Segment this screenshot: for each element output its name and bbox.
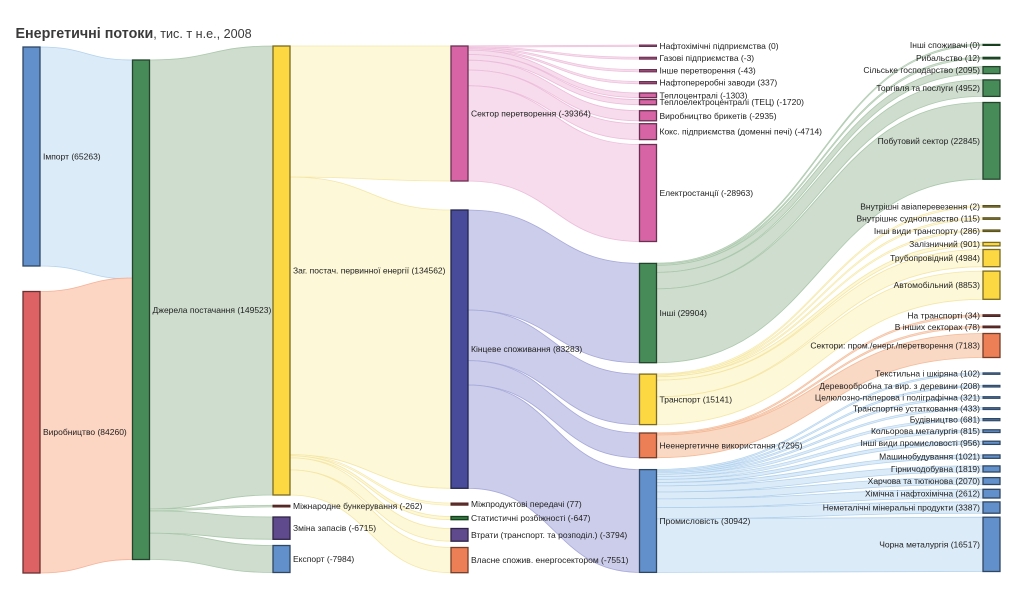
svg-text:Гірничодобувна (1819): Гірничодобувна (1819): [891, 464, 980, 474]
svg-text:Неенергетичне використання (72: Неенергетичне використання (7295): [660, 440, 803, 450]
svg-text:Внутрішні авіаперевезення (2): Внутрішні авіаперевезення (2): [860, 201, 980, 211]
svg-text:Побутовий сектор (22845): Побутовий сектор (22845): [878, 136, 981, 146]
svg-text:Інші споживачі (0): Інші споживачі (0): [910, 40, 980, 50]
svg-text:Газові підприємства (-3): Газові підприємства (-3): [660, 53, 755, 63]
svg-text:Промисловість (30942): Промисловість (30942): [660, 516, 751, 526]
svg-text:На транспорті (34): На транспорті (34): [907, 311, 980, 321]
svg-text:Хімічна і нафтохімічна (2612): Хімічна і нафтохімічна (2612): [865, 489, 980, 499]
svg-text:Виробництво брикетів (-2935): Виробництво брикетів (-2935): [660, 111, 777, 121]
svg-text:В інших секторах (78): В інших секторах (78): [895, 322, 980, 332]
svg-text:Інші види промисловості (956): Інші види промисловості (956): [860, 438, 980, 448]
svg-text:Заг. постач. первинної енергії: Заг. постач. первинної енергії (134562): [293, 266, 446, 276]
svg-text:Імпорт (65263): Імпорт (65263): [43, 152, 101, 162]
svg-text:Машинобудування (1021): Машинобудування (1021): [879, 452, 980, 462]
svg-text:Нафтохімічні підприємства (0): Нафтохімічні підприємства (0): [660, 41, 779, 51]
svg-text:Текстильна і шкіряна (102): Текстильна і шкіряна (102): [875, 369, 980, 379]
svg-text:Електростанції (-28963): Електростанції (-28963): [660, 188, 754, 198]
svg-text:Деревообробна та вир. з дереви: Деревообробна та вир. з деревини (208): [819, 381, 980, 391]
svg-text:Власне спожив. енергосектором: Власне спожив. енергосектором (-7551): [471, 555, 629, 565]
svg-text:Експорт (-7984): Експорт (-7984): [293, 554, 354, 564]
svg-text:Міжпродуктові передачі (77): Міжпродуктові передачі (77): [471, 499, 582, 509]
svg-text:Кольорова металургія (815): Кольорова металургія (815): [871, 426, 980, 436]
svg-text:Статистичні розбіжності (-647): Статистичні розбіжності (-647): [471, 513, 591, 523]
svg-text:Міжнародне бункерування (-262): Міжнародне бункерування (-262): [293, 501, 422, 511]
svg-text:Джерела постачання (149523): Джерела постачання (149523): [153, 305, 272, 315]
svg-text:Рибальство (12): Рибальство (12): [916, 53, 980, 63]
svg-text:Кінцеве споживання (83283): Кінцеве споживання (83283): [471, 344, 582, 354]
svg-text:Сільське господарство (2095): Сільське господарство (2095): [863, 65, 980, 75]
svg-text:Транспортне устатковання (433): Транспортне устатковання (433): [853, 404, 980, 414]
svg-text:Сектор перетворення (-39364): Сектор перетворення (-39364): [471, 109, 591, 119]
svg-text:Внутрішнє судноплавство (115): Внутрішнє судноплавство (115): [856, 214, 980, 224]
svg-text:Теплоелектроцентралі (ТЕЦ) (-1: Теплоелектроцентралі (ТЕЦ) (-1720): [660, 97, 805, 107]
svg-text:Чорна металургія (16517): Чорна металургія (16517): [879, 539, 980, 549]
svg-text:Неметалічні мінеральні продукт: Неметалічні мінеральні продукти (3387): [823, 503, 980, 513]
svg-text:Целюлозно-паперова і поліграфі: Целюлозно-паперова і поліграфічна (321): [815, 393, 980, 403]
svg-text:Втрати (транспорт. та розподіл: Втрати (транспорт. та розподіл.) (-3794): [471, 530, 627, 540]
svg-text:Енергетичні потоки, тис. т н.е: Енергетичні потоки, тис. т н.е., 2008: [16, 26, 252, 42]
svg-text:Інше перетворення (-43): Інше перетворення (-43): [660, 66, 756, 76]
svg-text:Зміна запасів (-6715): Зміна запасів (-6715): [293, 523, 376, 533]
svg-text:Інші види транспорту (286): Інші види транспорту (286): [874, 226, 980, 236]
svg-text:Залізничний (901): Залізничний (901): [909, 239, 980, 249]
svg-text:Кокс. підприємства (доменні пе: Кокс. підприємства (доменні печі) (-4714…: [660, 127, 823, 137]
svg-text:Харчова та тютюнова (2070): Харчова та тютюнова (2070): [868, 476, 981, 486]
svg-text:Інші (29904): Інші (29904): [660, 308, 708, 318]
svg-text:Автомобільний (8853): Автомобільний (8853): [894, 280, 981, 290]
svg-text:Нафтопереробні заводи (337): Нафтопереробні заводи (337): [660, 78, 778, 88]
svg-text:Теплоцентралі (-1303): Теплоцентралі (-1303): [660, 90, 748, 100]
svg-text:Будівництво (681): Будівництво (681): [910, 415, 980, 425]
svg-text:Трубопровідний (4984): Трубопровідний (4984): [890, 253, 980, 263]
svg-text:Сектори: пром./енерг./перетвор: Сектори: пром./енерг./перетворення (7183…: [810, 341, 980, 351]
svg-text:Виробництво (84260): Виробництво (84260): [43, 427, 127, 437]
svg-text:Транспорт (15141): Транспорт (15141): [660, 394, 733, 404]
svg-text:Торгівля та послуги (4952): Торгівля та послуги (4952): [876, 83, 980, 93]
